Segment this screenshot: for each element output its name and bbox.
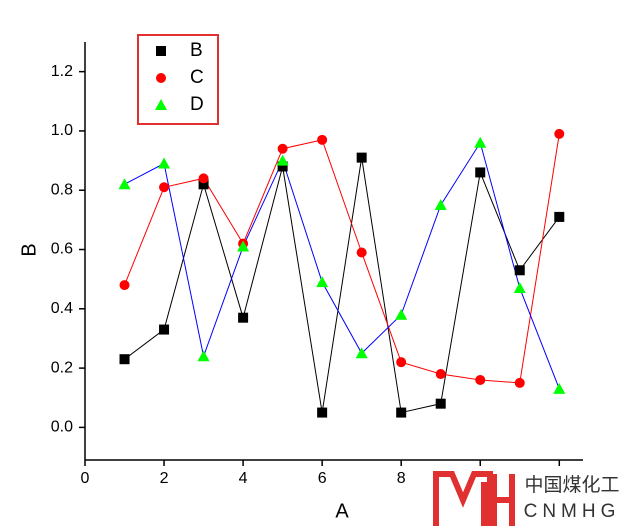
data-point <box>434 199 447 211</box>
data-point <box>554 211 565 222</box>
data-point <box>396 357 407 368</box>
y-tick-label: 0.0 <box>51 419 73 436</box>
data-point <box>198 179 209 190</box>
y-tick-label: 0.8 <box>51 181 73 198</box>
data-point <box>435 369 446 380</box>
watermark-logo <box>433 471 515 526</box>
data-point <box>316 276 329 288</box>
series-line <box>124 157 560 414</box>
watermark-subtitle: CNMHG <box>524 501 621 522</box>
data-point <box>475 167 486 178</box>
data-point <box>119 280 130 291</box>
y-tick-label: 1.0 <box>51 122 73 139</box>
data-point <box>395 308 408 320</box>
y-tick-label: 0.2 <box>51 359 73 376</box>
data-point <box>513 282 526 294</box>
legend-label: D <box>190 94 204 115</box>
data-point <box>475 374 486 385</box>
y-tick-label: 0.4 <box>51 300 73 317</box>
data-point <box>355 347 368 359</box>
watermark: 中国煤化工 CNMHG <box>428 466 627 531</box>
data-point <box>514 265 525 276</box>
x-axis-label: A <box>335 500 349 522</box>
data-point <box>396 407 407 418</box>
x-tick-label: 8 <box>397 470 406 487</box>
data-point <box>514 377 525 388</box>
data-point <box>317 407 328 418</box>
data-point <box>277 161 288 172</box>
data-point <box>237 240 250 252</box>
data-point <box>159 182 170 193</box>
x-tick-label: 6 <box>318 470 327 487</box>
data-point <box>553 382 566 394</box>
data-point <box>277 143 288 154</box>
x-tick-label: 2 <box>160 470 169 487</box>
data-point <box>356 152 367 163</box>
data-point <box>474 136 487 148</box>
data-point <box>356 247 367 258</box>
legend-marker <box>155 99 167 110</box>
y-tick-label: 1.2 <box>51 63 73 80</box>
data-point <box>158 157 171 169</box>
data-point <box>159 324 170 335</box>
legend-marker <box>156 46 166 56</box>
data-point <box>198 173 209 184</box>
x-tick-label: 4 <box>239 470 248 487</box>
series-line <box>124 141 560 390</box>
data-point <box>197 350 210 362</box>
x-tick-label: 0 <box>81 470 90 487</box>
data-point <box>276 154 289 166</box>
series-line <box>124 133 560 384</box>
watermark-title: 中国煤化工 <box>524 474 619 496</box>
data-point <box>317 134 328 145</box>
y-tick-label: 0.6 <box>51 241 73 258</box>
legend-label: B <box>190 40 203 61</box>
data-point <box>554 128 565 139</box>
legend-box <box>137 34 219 125</box>
data-point <box>435 398 446 409</box>
legend-label: C <box>190 67 204 88</box>
data-point <box>238 312 249 323</box>
data-point <box>118 178 131 190</box>
y-axis-label: B <box>18 243 40 256</box>
data-point <box>119 354 130 365</box>
legend-marker <box>156 73 166 83</box>
